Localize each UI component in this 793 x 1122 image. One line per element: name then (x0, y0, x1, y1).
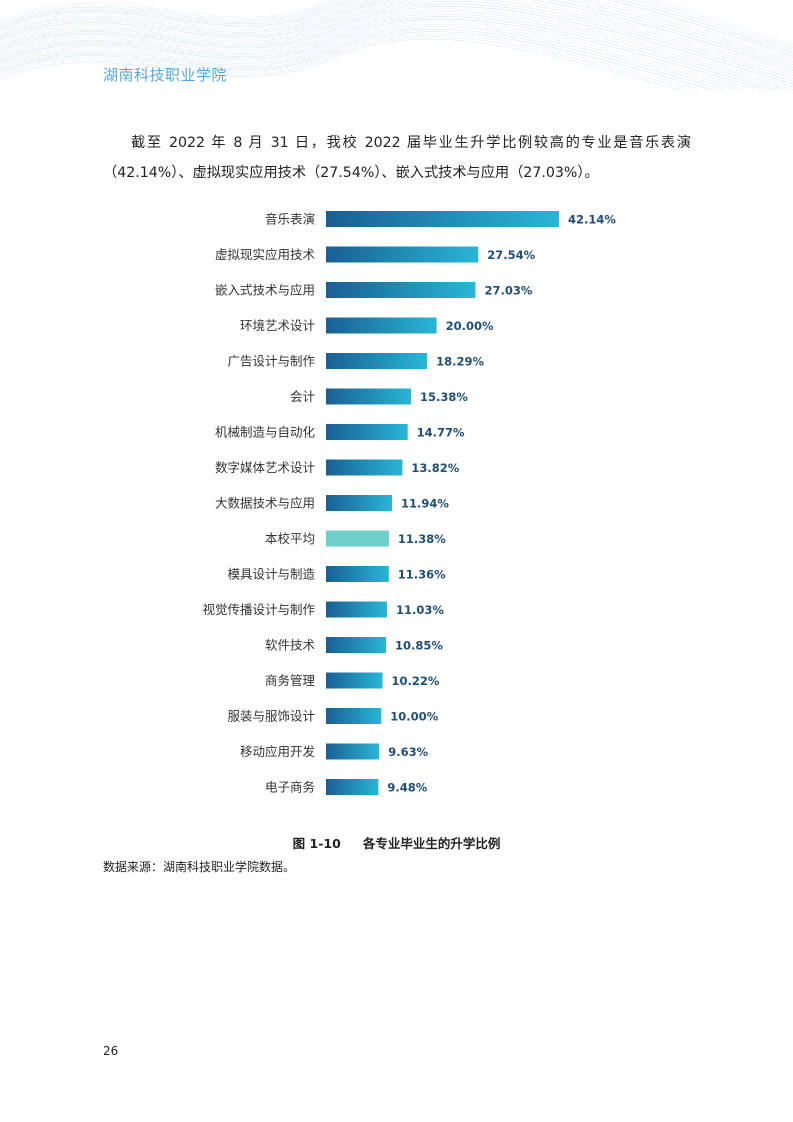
bar-average (326, 530, 389, 547)
wave-line (0, 0, 793, 65)
value-label: 27.03% (484, 284, 532, 298)
wave-line (0, 8, 793, 88)
bar (326, 424, 408, 440)
wave-line (0, 26, 736, 90)
wave-line (0, 33, 704, 90)
wave-line (0, 31, 715, 90)
bar (326, 779, 379, 795)
bar (326, 388, 412, 405)
bar (326, 353, 428, 369)
figure-caption: 图 1-10 各专业毕业生的升学比例 (0, 833, 793, 852)
wave-line (0, 0, 793, 77)
bar (326, 495, 393, 511)
value-label: 20.00% (446, 319, 494, 333)
header-wave-decoration (0, 0, 793, 90)
value-label: 10.00% (390, 710, 438, 724)
category-label: 机械制造与自动化 (215, 425, 316, 440)
category-label: 广告设计与制作 (227, 354, 315, 369)
value-label: 14.77% (417, 426, 465, 440)
category-label: 本校平均 (265, 531, 315, 546)
wave-line (0, 0, 793, 60)
category-label: 音乐表演 (265, 212, 315, 227)
value-label: 27.54% (487, 248, 535, 262)
bar-chart: 音乐表演 42.14% 虚拟现实应用技术 27.54% 嵌入式技术与应用 27.03% 环境… (202, 211, 616, 795)
wave-line (0, 28, 725, 90)
wave-line (0, 0, 793, 63)
bar (326, 459, 403, 476)
bar (326, 601, 387, 618)
wave-line (0, 0, 793, 54)
category-label: 移动应用开发 (240, 744, 316, 759)
value-label: 10.85% (395, 639, 443, 653)
category-label: 虚拟现实应用技术 (215, 247, 316, 262)
value-label: 9.63% (388, 745, 428, 759)
wave-line (0, 13, 786, 90)
wave-line (0, 0, 793, 49)
value-label: 9.48% (387, 781, 427, 795)
bar (326, 566, 389, 582)
bar (326, 282, 476, 298)
wave-line (0, 0, 793, 46)
wave-line (0, 11, 793, 90)
wave-line (0, 36, 693, 90)
bar (326, 672, 383, 689)
category-label: 会计 (290, 389, 315, 404)
page-number: 26 (103, 1044, 119, 1058)
data-source-note: 数据来源：湖南科技职业学院数据。 (103, 860, 296, 874)
wave-line (0, 16, 776, 90)
wave-line (0, 18, 766, 90)
value-label: 15.38% (420, 390, 468, 404)
bar (326, 708, 382, 724)
value-label: 18.29% (436, 355, 484, 369)
bar (326, 637, 386, 653)
category-label: 嵌入式技术与应用 (215, 283, 315, 298)
wave-line (0, 0, 793, 57)
category-label: 电子商务 (265, 780, 315, 795)
body-paragraph: 截至 2022 年 8 月 31 日，我校 2022 届毕业生升学比例较高的专业… (103, 135, 691, 181)
category-label: 大数据技术与应用 (215, 496, 315, 511)
category-label: 模具设计与制造 (227, 567, 315, 582)
figure-title: 各专业毕业生的升学比例 (362, 836, 501, 851)
wave-line (0, 6, 793, 85)
wave-line (0, 0, 793, 71)
value-label: 10.22% (392, 674, 440, 688)
value-label: 11.03% (396, 603, 444, 617)
category-label: 服装与服饰设计 (227, 709, 315, 724)
bar (326, 743, 380, 760)
category-label: 软件技术 (265, 638, 316, 653)
bar (326, 211, 559, 227)
wave-line (0, 23, 746, 90)
wave-line (0, 38, 682, 90)
wave-line (0, 3, 793, 82)
value-label: 11.36% (398, 568, 446, 582)
category-label: 数字媒体艺术设计 (215, 460, 315, 475)
wave-line (0, 0, 793, 74)
header-title: 湖南科技职业学院 (103, 66, 228, 84)
figure-number: 图 1-10 (292, 836, 341, 851)
category-label: 视觉传播设计与制作 (202, 602, 315, 617)
wave-line (0, 0, 793, 68)
wave-line (0, 21, 756, 90)
category-label: 环境艺术设计 (240, 318, 315, 333)
bar (326, 246, 479, 263)
value-label: 13.82% (411, 461, 459, 475)
bar (326, 317, 437, 334)
value-label: 11.94% (401, 497, 449, 511)
wave-line (0, 0, 793, 51)
value-label: 42.14% (568, 213, 616, 227)
wave-line (0, 0, 793, 79)
value-label: 11.38% (398, 532, 446, 546)
category-label: 商务管理 (265, 673, 316, 688)
